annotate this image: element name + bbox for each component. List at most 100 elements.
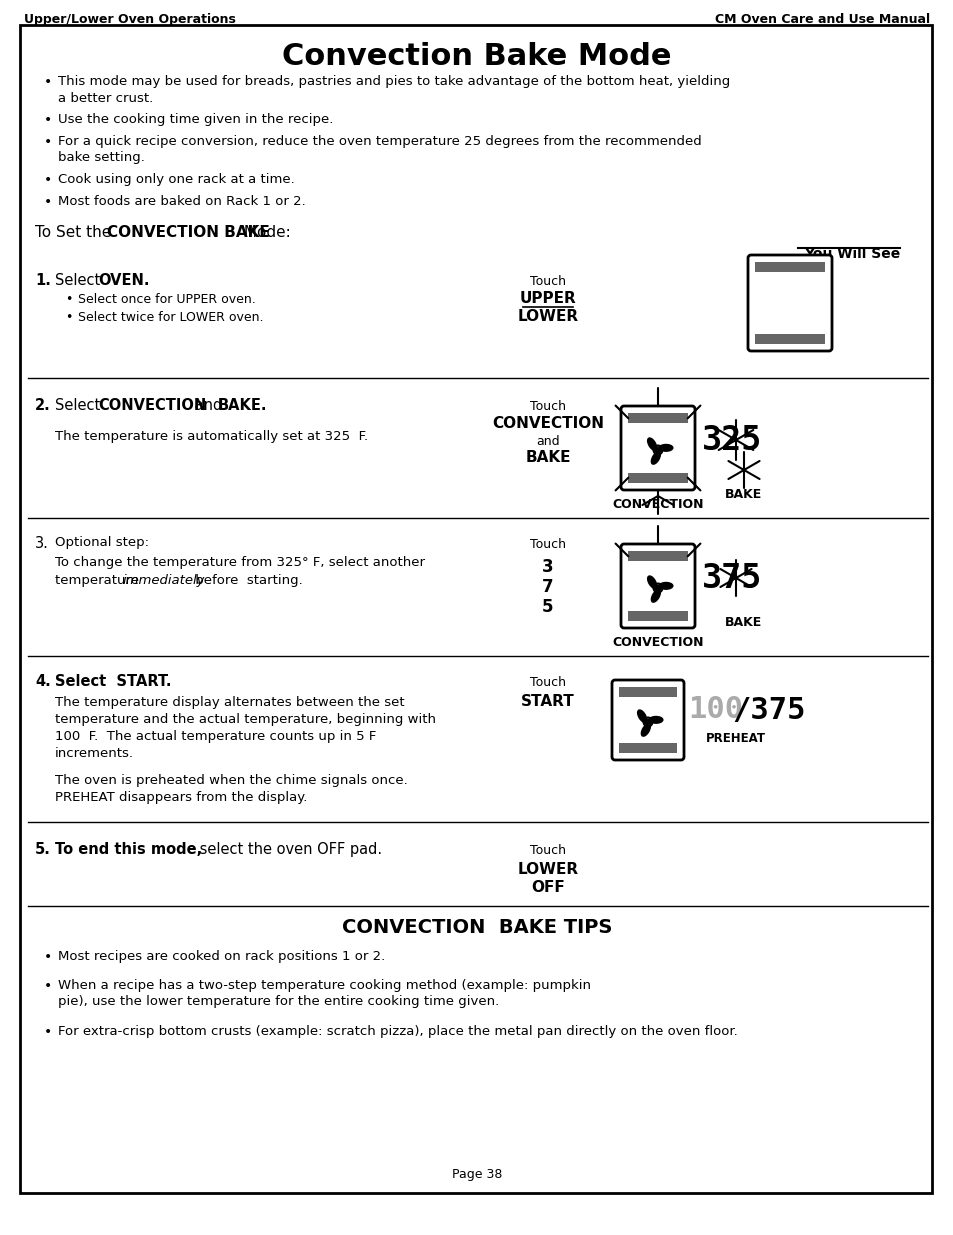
Text: •: • bbox=[44, 75, 52, 89]
Text: Select once for UPPER oven.: Select once for UPPER oven. bbox=[78, 293, 255, 306]
Text: select the oven OFF pad.: select the oven OFF pad. bbox=[194, 842, 382, 857]
Text: •: • bbox=[44, 173, 52, 186]
Text: LOWER: LOWER bbox=[517, 309, 578, 324]
FancyBboxPatch shape bbox=[620, 406, 695, 490]
Text: before  starting.: before starting. bbox=[191, 574, 302, 587]
Text: /375: /375 bbox=[731, 695, 804, 725]
Text: Select: Select bbox=[55, 398, 105, 412]
Circle shape bbox=[644, 719, 650, 725]
Text: Touch: Touch bbox=[530, 844, 565, 857]
Text: •: • bbox=[44, 979, 52, 993]
Ellipse shape bbox=[637, 710, 646, 722]
Bar bbox=[627, 412, 687, 424]
Text: Convection Bake Mode: Convection Bake Mode bbox=[282, 42, 671, 70]
Ellipse shape bbox=[651, 590, 659, 603]
Ellipse shape bbox=[659, 583, 672, 589]
Text: 325: 325 bbox=[701, 424, 761, 457]
Text: BAKE: BAKE bbox=[724, 616, 761, 629]
Text: immediately: immediately bbox=[123, 574, 205, 587]
Circle shape bbox=[655, 585, 660, 590]
Text: •: • bbox=[44, 950, 52, 965]
Text: Optional step:: Optional step: bbox=[55, 536, 149, 550]
Text: and: and bbox=[190, 398, 227, 412]
Text: 4.: 4. bbox=[35, 674, 51, 689]
Text: UPPER: UPPER bbox=[519, 291, 576, 306]
Bar bbox=[754, 262, 824, 272]
Text: To Set the: To Set the bbox=[35, 225, 116, 240]
Text: 3.: 3. bbox=[35, 536, 49, 551]
Text: CONVECTION  BAKE TIPS: CONVECTION BAKE TIPS bbox=[341, 918, 612, 937]
Text: •: • bbox=[44, 135, 52, 149]
Bar bbox=[754, 333, 824, 345]
FancyBboxPatch shape bbox=[612, 680, 683, 760]
Text: The temperature is automatically set at 325  F.: The temperature is automatically set at … bbox=[55, 430, 368, 443]
Text: To change the temperature from 325° F, select another: To change the temperature from 325° F, s… bbox=[55, 556, 424, 569]
Text: 100: 100 bbox=[687, 695, 742, 725]
Text: CONVECTION BAKE: CONVECTION BAKE bbox=[107, 225, 270, 240]
Text: Cook using only one rack at a time.: Cook using only one rack at a time. bbox=[58, 173, 294, 186]
Text: •: • bbox=[44, 1025, 52, 1039]
Text: The temperature display alternates between the set
temperature and the actual te: The temperature display alternates betwe… bbox=[55, 697, 436, 760]
Ellipse shape bbox=[647, 576, 656, 588]
Text: To end this mode,: To end this mode, bbox=[55, 842, 202, 857]
Text: Upper/Lower Oven Operations: Upper/Lower Oven Operations bbox=[24, 14, 235, 26]
Text: Most recipes are cooked on rack positions 1 or 2.: Most recipes are cooked on rack position… bbox=[58, 950, 385, 963]
Text: The oven is preheated when the chime signals once.
PREHEAT disappears from the d: The oven is preheated when the chime sig… bbox=[55, 774, 407, 804]
Text: 3: 3 bbox=[541, 558, 554, 576]
Text: Page 38: Page 38 bbox=[452, 1168, 501, 1181]
Text: •: • bbox=[65, 311, 72, 324]
Text: Mode:: Mode: bbox=[239, 225, 291, 240]
FancyBboxPatch shape bbox=[620, 543, 695, 629]
Ellipse shape bbox=[659, 445, 672, 451]
Text: Touch: Touch bbox=[530, 400, 565, 412]
Text: BAKE: BAKE bbox=[724, 488, 761, 501]
Ellipse shape bbox=[649, 716, 662, 724]
Text: Select twice for LOWER oven.: Select twice for LOWER oven. bbox=[78, 311, 263, 324]
Text: 7: 7 bbox=[541, 578, 554, 597]
Text: Use the cooking time given in the recipe.: Use the cooking time given in the recipe… bbox=[58, 112, 333, 126]
Bar bbox=[627, 611, 687, 621]
Text: Touch: Touch bbox=[530, 676, 565, 689]
Ellipse shape bbox=[651, 452, 659, 464]
Bar bbox=[618, 743, 677, 753]
Text: BAKE: BAKE bbox=[525, 450, 570, 466]
Text: For extra-crisp bottom crusts (example: scratch pizza), place the metal pan dire: For extra-crisp bottom crusts (example: … bbox=[58, 1025, 737, 1037]
Bar bbox=[618, 687, 677, 697]
Bar bbox=[627, 551, 687, 561]
Text: and: and bbox=[536, 435, 559, 448]
Text: For a quick recipe conversion, reduce the oven temperature 25 degrees from the r: For a quick recipe conversion, reduce th… bbox=[58, 135, 701, 164]
Circle shape bbox=[655, 447, 660, 453]
Ellipse shape bbox=[647, 438, 656, 451]
Text: 5.: 5. bbox=[35, 842, 51, 857]
Text: START: START bbox=[520, 694, 575, 709]
Text: Touch: Touch bbox=[530, 275, 565, 288]
Text: temperature: temperature bbox=[55, 574, 143, 587]
Text: This mode may be used for breads, pastries and pies to take advantage of the bot: This mode may be used for breads, pastri… bbox=[58, 75, 729, 105]
Text: PREHEAT: PREHEAT bbox=[705, 732, 765, 745]
Text: Select: Select bbox=[55, 273, 105, 288]
Text: Most foods are baked on Rack 1 or 2.: Most foods are baked on Rack 1 or 2. bbox=[58, 195, 305, 207]
Text: Select  START.: Select START. bbox=[55, 674, 172, 689]
Text: OFF: OFF bbox=[531, 881, 564, 895]
Text: Touch: Touch bbox=[530, 538, 565, 551]
Text: When a recipe has a two-step temperature cooking method (example: pumpkin
pie), : When a recipe has a two-step temperature… bbox=[58, 979, 590, 1009]
Text: CONVECTION: CONVECTION bbox=[98, 398, 206, 412]
Bar bbox=[627, 473, 687, 483]
FancyBboxPatch shape bbox=[747, 254, 831, 351]
Text: •: • bbox=[44, 112, 52, 127]
Text: 1.: 1. bbox=[35, 273, 51, 288]
Text: LOWER: LOWER bbox=[517, 862, 578, 877]
Text: CM Oven Care and Use Manual: CM Oven Care and Use Manual bbox=[714, 14, 929, 26]
Text: BAKE.: BAKE. bbox=[218, 398, 267, 412]
Text: CONVECTION: CONVECTION bbox=[612, 498, 703, 511]
Ellipse shape bbox=[640, 724, 650, 736]
Text: 5: 5 bbox=[541, 598, 553, 616]
Text: OVEN.: OVEN. bbox=[98, 273, 150, 288]
Text: CONVECTION: CONVECTION bbox=[492, 416, 603, 431]
Text: CONVECTION: CONVECTION bbox=[612, 636, 703, 650]
Text: 2.: 2. bbox=[35, 398, 51, 412]
Text: •: • bbox=[44, 195, 52, 209]
Text: •: • bbox=[65, 293, 72, 306]
Text: 375: 375 bbox=[701, 562, 761, 594]
Text: You Will See: You Will See bbox=[803, 247, 899, 261]
